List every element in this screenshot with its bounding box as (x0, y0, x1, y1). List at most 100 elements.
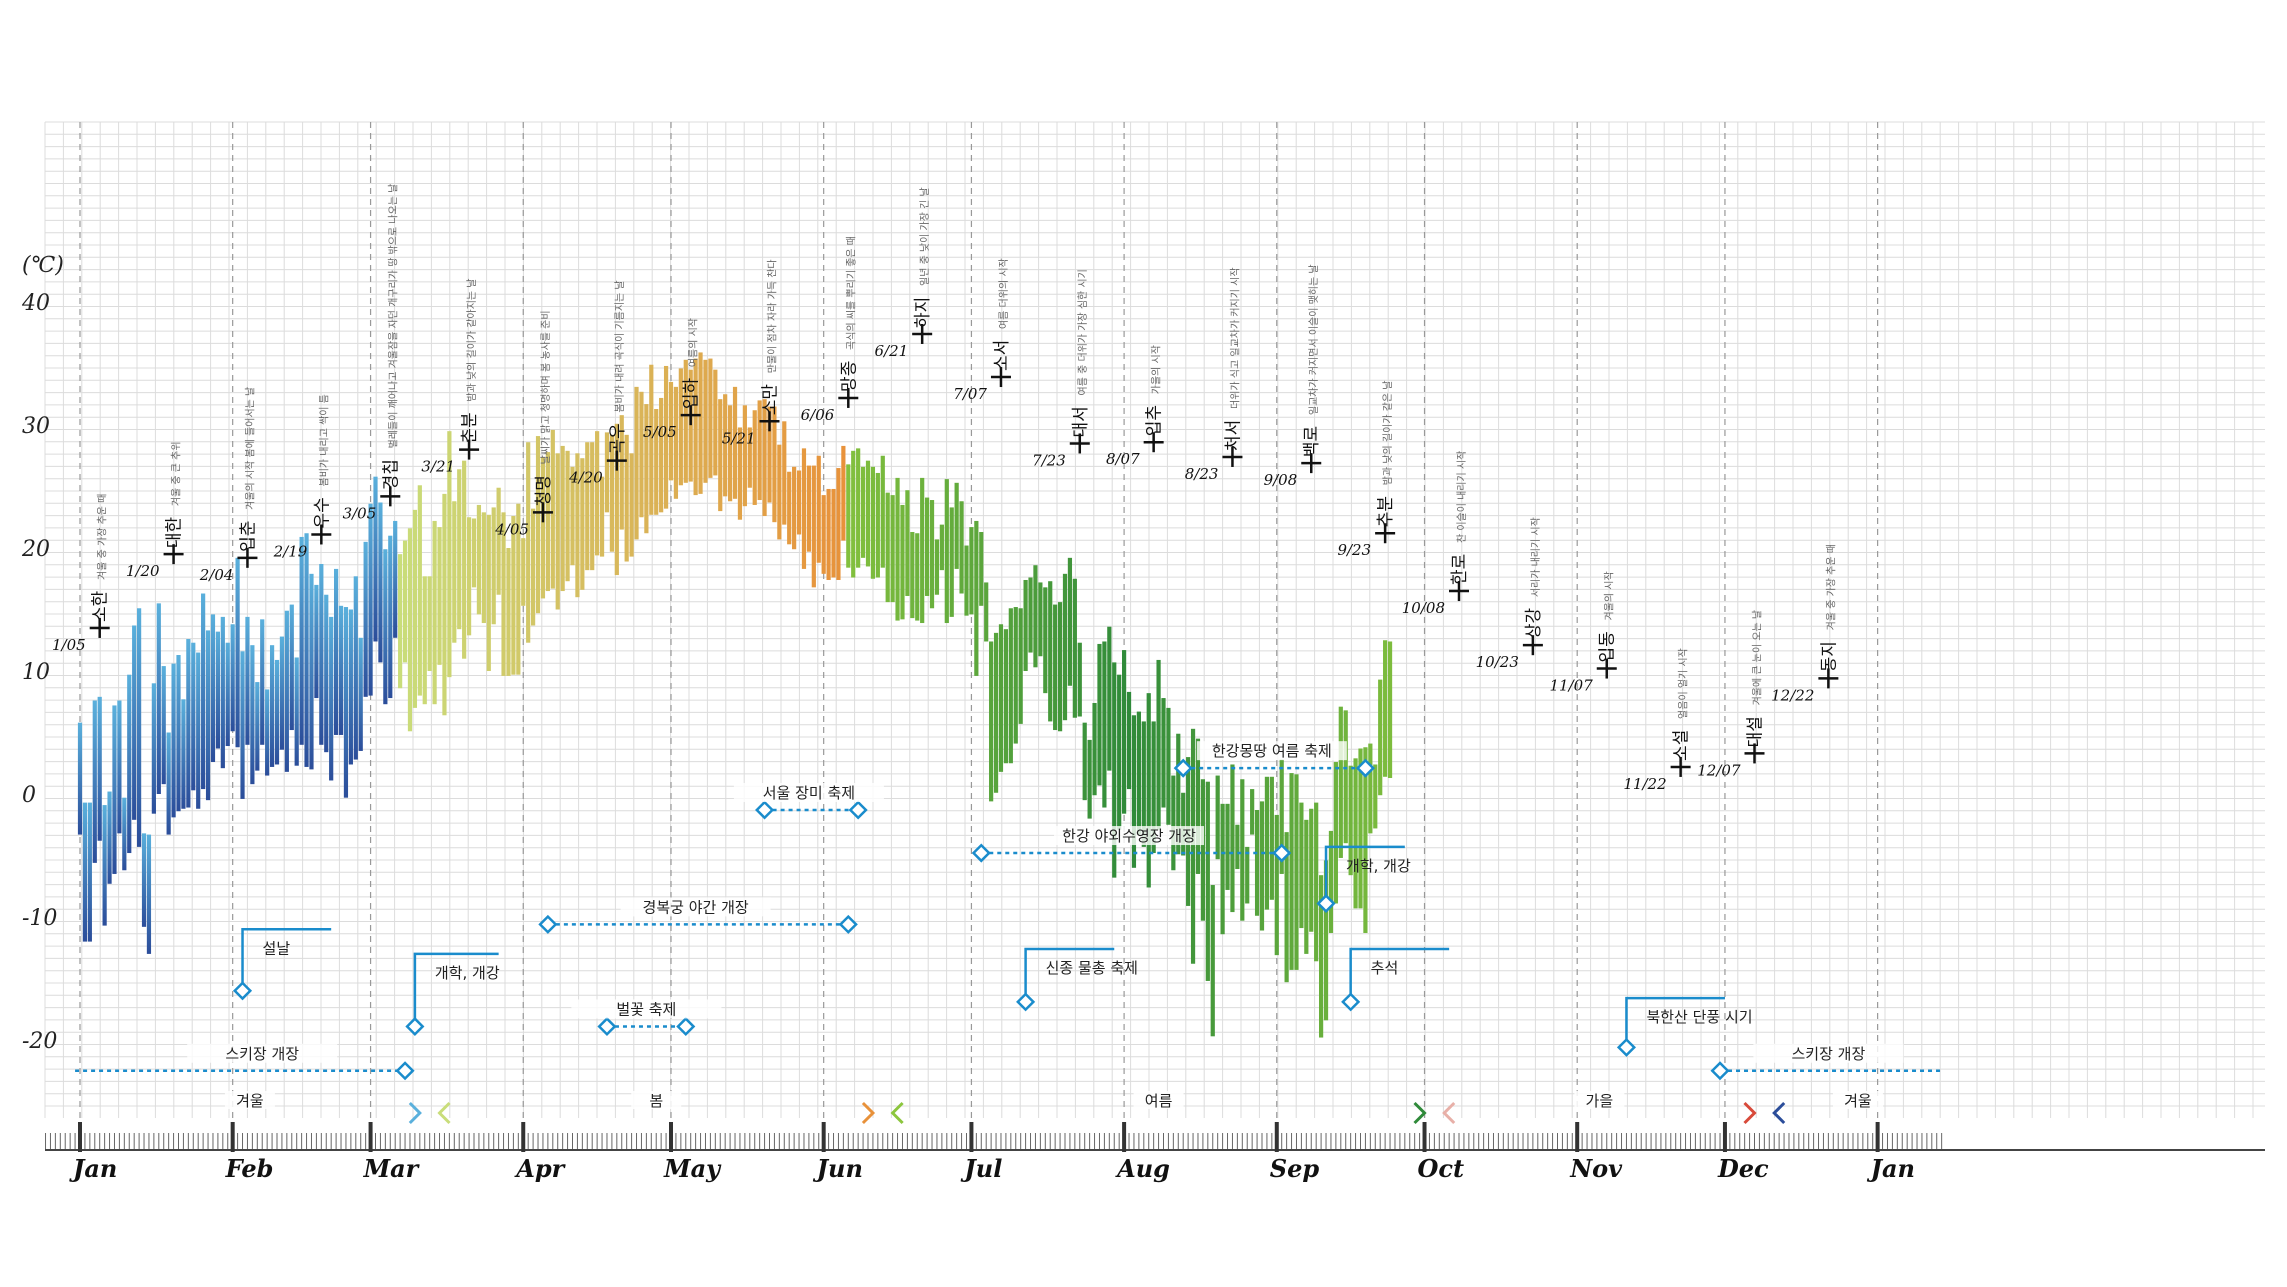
temp-bar (127, 674, 132, 854)
term-name: 경칩 (381, 459, 401, 490)
term-date: 5/05 (643, 423, 677, 441)
temp-bar (1230, 764, 1235, 913)
temp-bar (1067, 557, 1073, 686)
temp-bar (836, 468, 841, 580)
temp-bar (1309, 808, 1314, 932)
term-desc: 일년 중 낮이 가장 긴 날 (919, 187, 931, 286)
term-name: 한로 (1450, 554, 1470, 585)
temp-bar (1072, 578, 1077, 718)
temp-bar (1161, 698, 1166, 808)
term-desc: 여름 중 더위가 가장 심한 시기 (1076, 269, 1089, 395)
season-label: 여름 (1145, 1092, 1173, 1110)
temp-bar (782, 421, 787, 525)
solar-term: 7/23 대서 여름 중 더위가 가장 심한 시기 (1032, 269, 1091, 469)
event-label: 설날 (263, 939, 291, 957)
temp-bar (481, 512, 486, 624)
term-date: 11/22 (1623, 775, 1666, 793)
temp-bar (1210, 885, 1215, 1037)
temp-bar (334, 568, 339, 735)
solar-term: 3/21 춘분 밤과 낮의 길이가 같아지는 날 (421, 278, 480, 475)
temp-bar (319, 563, 324, 745)
term-date: 4/20 (568, 469, 603, 487)
temp-bar (1378, 679, 1383, 796)
month-label: Mar (363, 1154, 421, 1183)
event-marker (1272, 843, 1292, 863)
event-marker (848, 800, 868, 820)
temp-bar (604, 432, 610, 513)
temp-bar (1304, 819, 1309, 954)
term-date: 8/07 (1106, 450, 1140, 468)
event-label: 경복궁 야간 개장 (643, 898, 749, 916)
temp-bar (1176, 733, 1181, 855)
solar-term: 10/23 상강 서리가 내리기 시작 (1476, 517, 1544, 671)
event-label: 추석 (1371, 959, 1399, 977)
temp-bar (659, 397, 664, 513)
term-name: 대서 (1071, 406, 1091, 437)
temp-bar (885, 492, 890, 603)
temp-bar (1225, 803, 1230, 890)
term-date: 6/06 (801, 406, 835, 424)
temp-bar (1319, 875, 1324, 1038)
solar-term: 9/23 추분 밤과 낮의 길이가 같은 날 (1337, 381, 1396, 560)
event-label: 스키장 개장 (225, 1045, 299, 1063)
solar-term: 4/05 청명 날씨가 맑고 청명하며 봄 농사를 준비 (494, 310, 554, 538)
solar-term: 4/20 곡우 봄비가 내려 곡식이 기름지는 날 (568, 280, 628, 486)
temp-bar (393, 520, 398, 638)
temp-bar (269, 645, 275, 767)
term-date: 12/07 (1697, 761, 1741, 779)
event-marker (1016, 992, 1036, 1012)
temp-bar (279, 636, 285, 750)
temp-bar (156, 603, 161, 794)
season-label-bg (631, 1091, 682, 1109)
temp-bar (1200, 779, 1205, 921)
temp-bar (954, 482, 959, 569)
temp-bar (260, 619, 265, 745)
solar-term: 11/22 소설 얼음이 얼기 시작 (1623, 648, 1691, 793)
temp-bar (1043, 587, 1048, 694)
temp-bar (777, 444, 782, 540)
term-name: 처서 (1223, 420, 1243, 451)
event-label: 개학, 개강 (1346, 857, 1411, 875)
event-label: 한강몽땅 여름 축제 (1212, 742, 1332, 760)
temperature-bars (77, 352, 1393, 1038)
temp-bar (77, 722, 83, 835)
temp-bar (742, 405, 747, 507)
y-tick-label: 10 (22, 660, 50, 685)
temp-bar (348, 609, 353, 765)
season-label: 겨울 (236, 1092, 264, 1110)
temp-bar (550, 429, 555, 589)
temp-bar (806, 465, 811, 552)
temp-bar (201, 593, 206, 790)
temp-bar (540, 456, 546, 599)
season-label: 가을 (1586, 1092, 1614, 1110)
term-name: 곡우 (608, 423, 628, 454)
temp-bar (338, 605, 344, 735)
temp-bar (215, 631, 220, 749)
temp-bar (210, 614, 216, 763)
temp-bar (762, 399, 767, 517)
event-leader (241, 928, 332, 985)
temp-bar (698, 352, 703, 494)
temp-bar (1033, 565, 1038, 668)
term-date: 11/07 (1550, 677, 1594, 695)
event-marker (838, 914, 858, 934)
temp-bar (649, 364, 654, 515)
temp-bar (915, 533, 920, 621)
event-marker (1316, 893, 1336, 914)
temp-bar (250, 645, 255, 785)
temp-bar (1181, 792, 1186, 856)
temp-bar (723, 394, 728, 497)
term-desc: 더위가 식고 일교차가 커지기 시작 (1228, 267, 1241, 409)
temp-bar (590, 442, 595, 571)
month-label: May (663, 1154, 722, 1183)
term-name: 추분 (1376, 496, 1396, 527)
temp-bar (895, 477, 900, 621)
event-marker (1710, 1061, 1730, 1081)
temp-bar (1038, 582, 1043, 657)
temp-bar (486, 514, 491, 671)
temp-bar (654, 409, 659, 515)
term-name: 입동 (1598, 631, 1618, 662)
temp-bar (1003, 629, 1008, 764)
